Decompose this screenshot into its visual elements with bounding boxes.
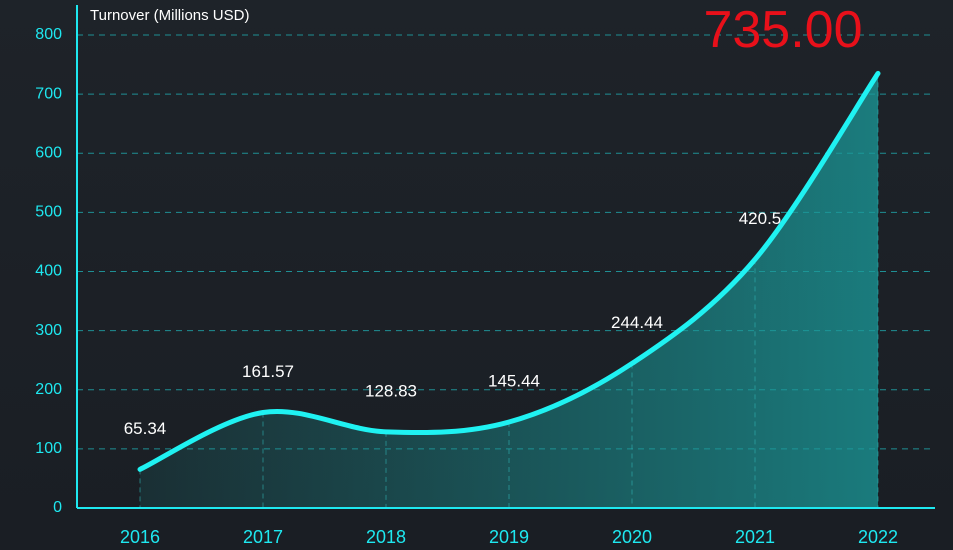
y-tick-label: 500 — [35, 204, 62, 221]
data-label: 65.34 — [124, 419, 167, 438]
x-tick-label: 2018 — [366, 527, 406, 547]
y-tick-label: 400 — [35, 263, 62, 280]
area — [140, 73, 878, 509]
y-tick-label: 700 — [35, 85, 62, 102]
x-tick-label: 2020 — [612, 527, 652, 547]
x-tick-label: 2019 — [489, 527, 529, 547]
data-label: 128.83 — [365, 381, 417, 400]
y-tick-label: 800 — [35, 26, 62, 43]
data-label: 145.44 — [488, 371, 540, 390]
data-label: 161.57 — [242, 362, 294, 381]
x-tick-label: 2016 — [120, 527, 160, 547]
y-tick-label: 0 — [53, 499, 62, 516]
data-label: 244.44 — [611, 313, 663, 332]
data-label: 420.5 — [739, 209, 782, 228]
y-tick-label: 600 — [35, 144, 62, 161]
data-label: 735.00 — [703, 1, 862, 59]
y-tick-label: 300 — [35, 322, 62, 339]
line — [137, 70, 881, 472]
x-tick-label: 2017 — [243, 527, 283, 547]
y-tick-label: 100 — [35, 440, 62, 457]
x-tick-label: 2022 — [858, 527, 898, 547]
y-axis-title: Turnover (Millions USD) — [90, 7, 249, 24]
x-tick-label: 2021 — [735, 527, 775, 547]
y-tick-label: 200 — [35, 381, 62, 398]
